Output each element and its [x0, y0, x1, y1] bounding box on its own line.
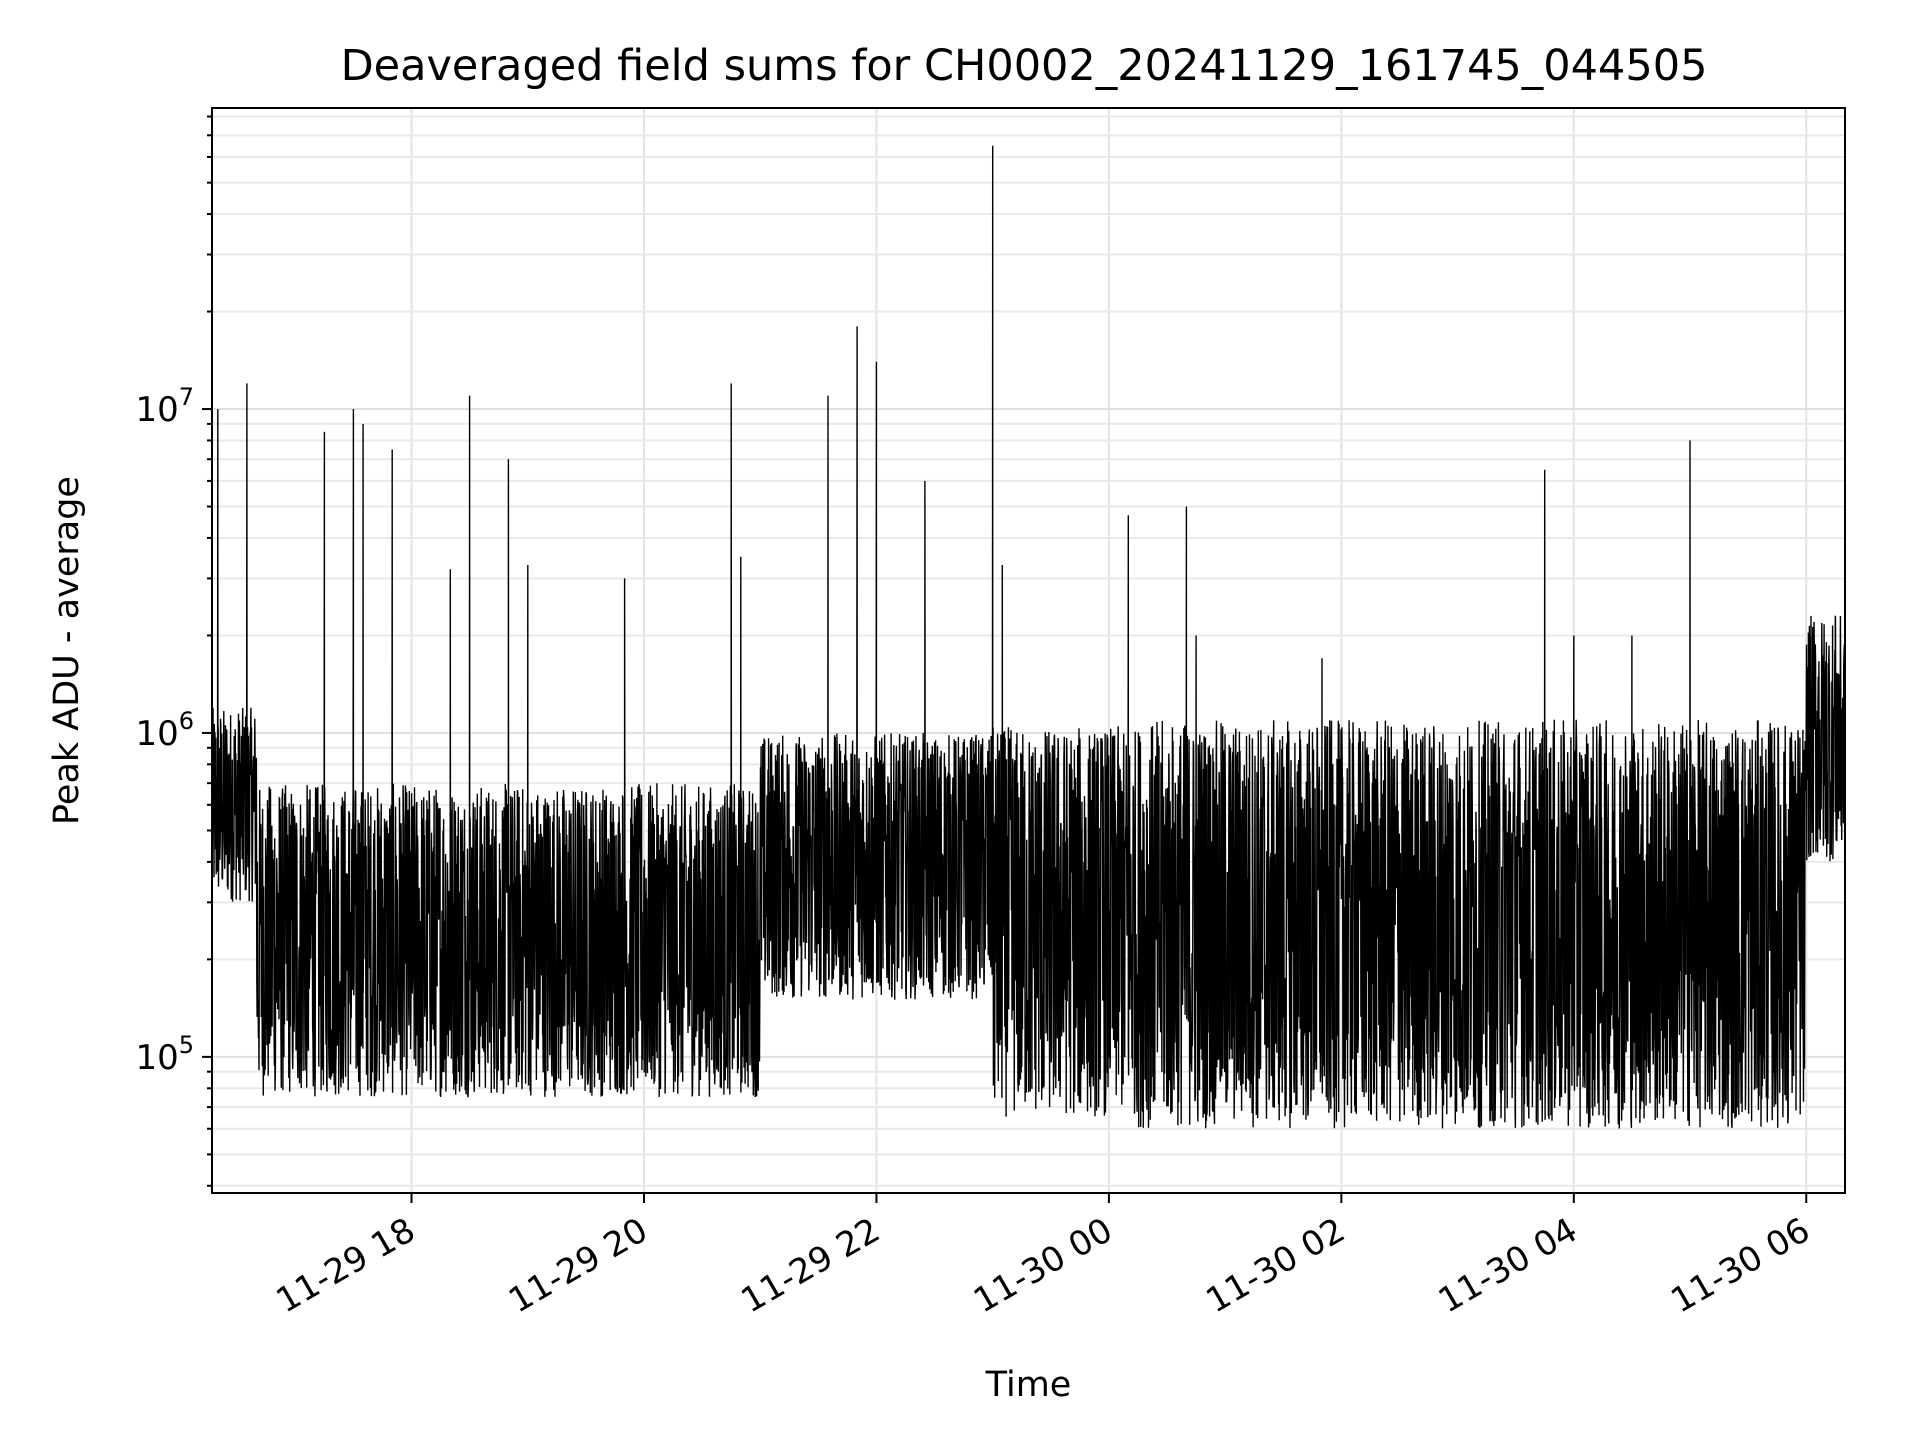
y-axis-label: Peak ADU - average: [47, 476, 87, 825]
y-tick-label: 106: [135, 707, 194, 754]
x-tick-label: 11-29 20: [502, 1210, 654, 1321]
y-tick-label: 107: [135, 383, 194, 430]
chart-title: Deaveraged field sums for CH0002_2024112…: [341, 41, 1708, 91]
y-tick-label: 105: [135, 1031, 194, 1078]
data-series: [211, 145, 1846, 1129]
x-tick-label: 11-30 02: [1199, 1210, 1351, 1321]
x-tick-label: 11-29 18: [270, 1210, 422, 1321]
axis-ticks: 11-29 18 11-29 20 11-29 22 11-30 00 11-30 02…: [135, 115, 1817, 1321]
series-line: [211, 145, 1846, 1129]
plot-frame: [211, 107, 1846, 1194]
x-tick-label: 11-30 06: [1664, 1210, 1816, 1321]
x-tick-label: 11-30 04: [1432, 1210, 1584, 1321]
x-axis-label: Time: [985, 1365, 1072, 1405]
x-tick-label: 11-30 00: [967, 1210, 1119, 1321]
x-tick-label: 11-29 22: [735, 1210, 887, 1321]
